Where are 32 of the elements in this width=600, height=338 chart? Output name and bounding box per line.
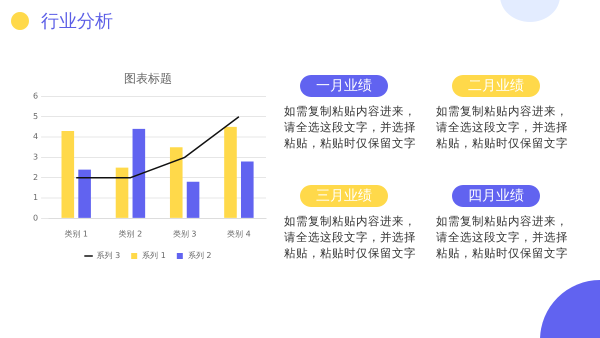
chart-title: 图表标题 — [124, 71, 172, 86]
bar — [240, 161, 254, 218]
bar — [78, 170, 91, 218]
bar — [61, 130, 74, 218]
y-tick-label: 1 — [32, 193, 38, 202]
y-tick-label: 6 — [32, 91, 38, 100]
text: 行业分析 — [41, 10, 113, 33]
legend-label: 系列 1 — [142, 251, 166, 260]
y-tick-label: 4 — [32, 132, 38, 142]
bar — [186, 182, 200, 218]
text: 一月业绩 — [300, 75, 388, 97]
bar — [170, 147, 183, 218]
x-tick-label: 类别 2 — [118, 229, 142, 238]
y-tick-label: 0 — [32, 213, 38, 222]
bar — [224, 126, 237, 218]
x-tick-label: 类别 1 — [64, 229, 88, 238]
legend-label: 系列 2 — [188, 251, 212, 260]
text: 如需复制粘贴内容进来，请全选这段文字，并选择粘贴，粘贴时仅保留文字 — [284, 103, 417, 151]
text: 如需复制粘贴内容进来，请全选这段文字，并选择粘贴，粘贴时仅保留文字 — [284, 213, 417, 261]
y-tick-label: 2 — [32, 172, 38, 182]
x-tick-label: 类别 3 — [172, 229, 196, 238]
bar — [116, 168, 128, 218]
y-tick-label: 3 — [32, 152, 38, 162]
x-tick-label: 类别 4 — [227, 229, 251, 238]
text: 如需复制粘贴内容进来，请全选这段文字，并选择粘贴，粘贴时仅保留文字 — [436, 103, 569, 151]
text: 三月业绩 — [300, 185, 388, 207]
text: 如需复制粘贴内容进来，请全选这段文字，并选择粘贴，粘贴时仅保留文字 — [436, 213, 569, 261]
bar — [132, 128, 146, 218]
y-tick-label: 5 — [32, 112, 38, 121]
text: 四月业绩 — [452, 185, 540, 207]
legend-label: 系列 3 — [96, 251, 120, 260]
text: 二月业绩 — [452, 75, 540, 97]
